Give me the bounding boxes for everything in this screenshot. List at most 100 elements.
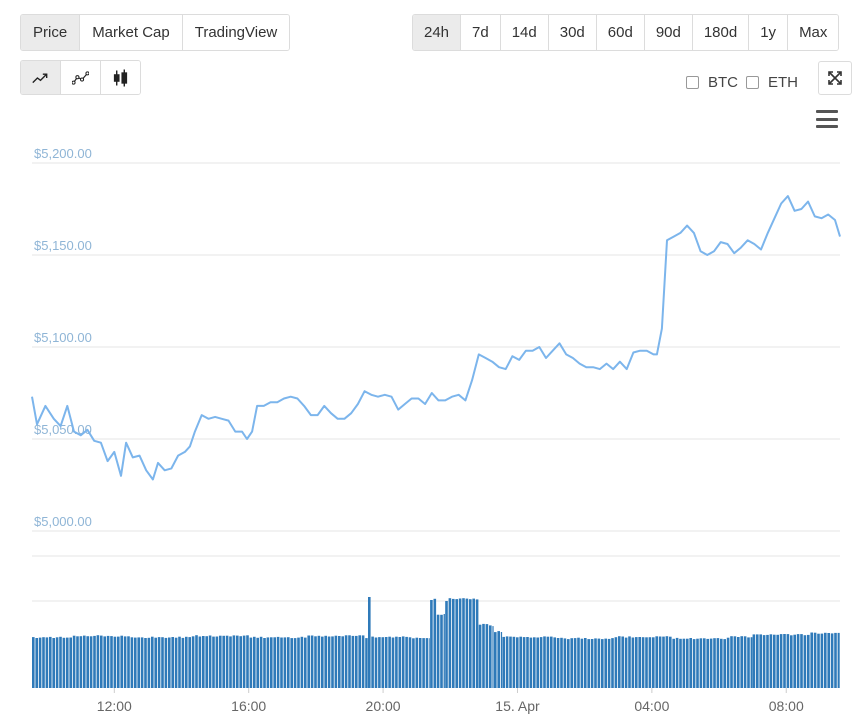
volume-bar bbox=[648, 637, 652, 688]
price-axis-label: $5,050.00 bbox=[34, 422, 92, 437]
checkbox-icon[interactable] bbox=[686, 76, 699, 89]
price-series bbox=[31, 195, 841, 481]
volume-bar bbox=[290, 638, 293, 688]
volume-bar bbox=[351, 635, 355, 688]
volume-bar bbox=[472, 598, 475, 688]
volume-bar bbox=[478, 624, 482, 688]
volume-bar bbox=[59, 636, 62, 688]
volume-bar bbox=[786, 634, 790, 688]
compare-eth-checkbox[interactable]: ETH bbox=[746, 74, 798, 91]
volume-bar bbox=[759, 634, 762, 688]
price-line bbox=[31, 195, 841, 481]
volume-bar bbox=[287, 637, 290, 688]
tab-market-cap[interactable]: Market Cap bbox=[80, 15, 183, 50]
volume-bar bbox=[560, 637, 563, 688]
volume-bar bbox=[100, 635, 103, 688]
volume-bar bbox=[614, 637, 618, 688]
volume-bar bbox=[597, 638, 601, 688]
compare-btc-checkbox[interactable]: BTC bbox=[686, 74, 738, 91]
volume-bar bbox=[462, 598, 465, 688]
volume-bar bbox=[45, 637, 49, 688]
volume-bar bbox=[567, 639, 570, 688]
volume-bar bbox=[415, 637, 419, 688]
volume-bar bbox=[713, 638, 716, 688]
range-24h-button[interactable]: 24h bbox=[413, 15, 462, 50]
range-180d-button[interactable]: 180d bbox=[692, 15, 750, 50]
volume-bar bbox=[807, 634, 810, 688]
volume-bar bbox=[628, 636, 631, 688]
volume-bar bbox=[675, 637, 679, 688]
volume-bar bbox=[699, 638, 703, 688]
volume-bar bbox=[127, 636, 130, 688]
volume-bar bbox=[577, 637, 580, 688]
volume-bar bbox=[465, 598, 469, 688]
price-axis-label: $5,150.00 bbox=[34, 238, 92, 253]
volume-bar bbox=[297, 637, 300, 688]
volume-bar bbox=[239, 636, 242, 688]
range-14d-button[interactable]: 14d bbox=[500, 15, 549, 50]
dotted-line-chart-button[interactable] bbox=[61, 61, 101, 94]
range-max-button[interactable]: Max bbox=[788, 15, 839, 50]
volume-bar bbox=[529, 637, 533, 688]
volume-bar bbox=[365, 638, 368, 688]
volume-bar bbox=[827, 633, 830, 688]
volume-bar bbox=[253, 636, 256, 688]
time-range-selector: 24h 7d 14d 30d 60d 90d 180d 1y Max bbox=[412, 14, 840, 51]
time-axis-label: 12:00 bbox=[97, 698, 132, 714]
volume-bar bbox=[358, 635, 361, 688]
volume-bar bbox=[154, 637, 157, 688]
line-chart-button[interactable] bbox=[21, 61, 61, 94]
volume-bar bbox=[314, 636, 317, 688]
volume-bar bbox=[117, 636, 120, 688]
fullscreen-button[interactable] bbox=[818, 61, 852, 95]
range-30d-button[interactable]: 30d bbox=[548, 15, 597, 50]
candlestick-chart-button[interactable] bbox=[101, 61, 140, 94]
volume-bar bbox=[242, 635, 246, 688]
checkbox-icon[interactable] bbox=[746, 76, 759, 89]
volume-bar bbox=[317, 635, 321, 688]
range-90d-button[interactable]: 90d bbox=[644, 15, 693, 50]
range-7d-button[interactable]: 7d bbox=[461, 15, 501, 50]
volume-bar bbox=[276, 636, 280, 688]
volume-bar bbox=[130, 637, 134, 688]
tab-price[interactable]: Price bbox=[21, 15, 81, 50]
volume-bar bbox=[682, 638, 686, 688]
volume-bar bbox=[505, 636, 509, 688]
volume-bar bbox=[769, 634, 773, 688]
volume-bar bbox=[89, 636, 93, 688]
volume-bar bbox=[236, 635, 239, 688]
line-chart-icon bbox=[32, 72, 48, 83]
price-axis-labels: $5,000.00 $5,050.00 $5,100.00 $5,150.00 $5,2… bbox=[34, 146, 92, 529]
volume-bar bbox=[492, 626, 494, 688]
volume-bar bbox=[110, 636, 113, 688]
volume-bar bbox=[440, 614, 443, 688]
volume-bar bbox=[222, 635, 225, 688]
volume-bar bbox=[300, 636, 304, 688]
time-axis-label: 15. Apr bbox=[495, 698, 540, 714]
volume-bar bbox=[405, 636, 408, 688]
candlestick-chart-icon bbox=[113, 69, 128, 86]
volume-bar bbox=[137, 637, 140, 688]
hamburger-menu-icon[interactable] bbox=[816, 110, 838, 128]
volume-bar bbox=[191, 636, 195, 688]
volume-bar bbox=[516, 637, 519, 688]
volume-bar bbox=[202, 636, 205, 688]
volume-bar bbox=[256, 637, 259, 688]
volume-bar bbox=[750, 637, 753, 688]
expand-icon bbox=[828, 71, 842, 85]
range-60d-button[interactable]: 60d bbox=[596, 15, 645, 50]
volume-bar bbox=[304, 637, 307, 688]
range-1y-button[interactable]: 1y bbox=[749, 15, 789, 50]
tab-tradingview[interactable]: TradingView bbox=[182, 15, 290, 50]
volume-bar bbox=[820, 633, 824, 688]
volume-bar bbox=[32, 637, 35, 688]
volume-bar bbox=[621, 636, 624, 688]
volume-bar bbox=[324, 635, 327, 688]
volume-bar bbox=[93, 635, 96, 688]
volume-bar bbox=[766, 634, 769, 688]
volume-bar bbox=[837, 632, 840, 688]
volume-bar bbox=[106, 635, 110, 688]
volume-bar bbox=[635, 637, 638, 688]
volume-bar bbox=[706, 638, 709, 688]
volume-bar bbox=[38, 637, 42, 688]
